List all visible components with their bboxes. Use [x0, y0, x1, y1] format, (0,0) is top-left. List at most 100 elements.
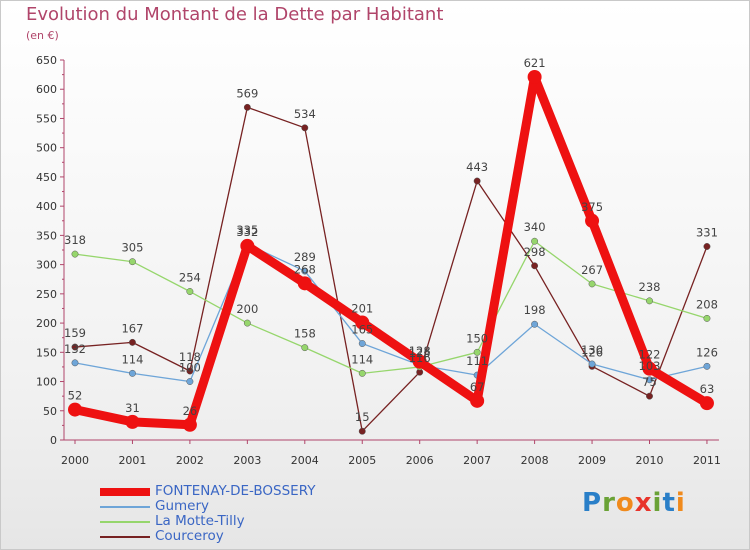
data-point — [186, 367, 194, 375]
data-point — [358, 340, 366, 347]
legend-label: Gumery — [155, 498, 210, 514]
x-tick-label: 2008 — [521, 454, 549, 467]
data-label: 165 — [351, 323, 373, 337]
x-tick-label: 2003 — [233, 454, 261, 467]
data-label: 111 — [466, 354, 488, 368]
legend-item: La Motte-Tilly — [100, 514, 400, 529]
data-label: 332 — [236, 225, 258, 239]
data-point — [182, 417, 197, 432]
data-label: 118 — [179, 350, 201, 364]
data-point — [646, 376, 653, 384]
data-label: 198 — [524, 303, 546, 317]
y-tick-label: 100 — [36, 376, 57, 389]
data-label: 289 — [294, 250, 316, 264]
data-label: 158 — [294, 327, 316, 341]
y-tick-label: 550 — [36, 112, 57, 125]
data-point — [71, 250, 79, 258]
data-point — [412, 354, 427, 369]
y-tick-label: 650 — [36, 54, 57, 67]
data-label: 114 — [121, 352, 143, 366]
data-label: 340 — [524, 220, 546, 234]
y-tick-label: 600 — [36, 83, 57, 96]
y-tick-label: 500 — [36, 142, 57, 155]
data-label: 305 — [121, 241, 143, 255]
data-label: 200 — [236, 302, 258, 316]
data-point — [68, 402, 82, 417]
data-label: 335 — [236, 223, 258, 237]
x-tick-label: 2009 — [578, 454, 606, 467]
data-label: 15 — [355, 410, 370, 424]
y-tick-label: 200 — [36, 317, 57, 330]
data-label: 103 — [639, 359, 661, 373]
legend-swatch — [100, 521, 150, 523]
data-point — [129, 258, 136, 266]
data-label: 75 — [642, 375, 657, 389]
data-label: 167 — [121, 321, 143, 335]
data-label: 268 — [294, 262, 316, 276]
data-label: 443 — [466, 160, 488, 174]
data-point — [531, 262, 539, 270]
data-label: 331 — [696, 225, 718, 239]
logo-letter: t — [662, 488, 676, 518]
data-label: 126 — [581, 345, 603, 359]
legend-label: FONTENAY-DE-BOSSERY — [155, 483, 316, 499]
data-label: 126 — [696, 345, 718, 359]
y-tick-label: 350 — [36, 229, 57, 242]
data-label: 201 — [351, 301, 373, 315]
data-label: 150 — [466, 331, 488, 345]
y-tick-label: 0 — [50, 434, 57, 447]
data-label: 375 — [581, 200, 603, 214]
data-label: 114 — [351, 352, 373, 366]
y-tick-label: 250 — [36, 288, 57, 301]
data-label: 267 — [581, 263, 603, 277]
data-point — [243, 319, 251, 327]
data-point — [358, 427, 366, 435]
data-point — [125, 414, 140, 429]
data-label: 130 — [581, 343, 603, 357]
chart-title: Evolution du Montant de la Dette par Hab… — [26, 4, 444, 25]
data-point — [129, 338, 136, 346]
logo-letter: r — [602, 488, 616, 518]
data-point — [703, 314, 711, 322]
data-label: 67 — [470, 380, 485, 394]
data-label: 31 — [125, 401, 140, 415]
data-label: 621 — [524, 56, 546, 70]
data-label: 122 — [639, 348, 661, 362]
data-point — [588, 280, 596, 288]
legend-label: La Motte-Tilly — [155, 513, 245, 529]
data-label: 52 — [68, 389, 83, 403]
legend-item: Gumery — [100, 499, 400, 514]
line-chart: 0 50 100 150 200 250 300 350 400 450 500 550 600 650 2… — [36, 54, 721, 467]
data-point — [646, 392, 653, 400]
legend-swatch — [100, 488, 150, 496]
data-label: 254 — [179, 271, 201, 285]
data-label: 238 — [639, 280, 661, 294]
logo-letter: i — [652, 488, 663, 518]
data-label: 534 — [294, 107, 316, 121]
data-point — [470, 393, 485, 408]
data-point — [699, 396, 714, 411]
data-point — [71, 359, 79, 367]
data-label: 159 — [64, 326, 86, 340]
y-tick-label: 150 — [36, 346, 57, 359]
data-point — [355, 315, 370, 330]
y-tick-label: 300 — [36, 259, 57, 272]
data-point — [358, 369, 366, 377]
data-point — [301, 344, 309, 352]
data-label: 132 — [64, 342, 86, 356]
series-line-2 — [74, 240, 708, 375]
data-point — [301, 124, 309, 132]
data-point — [646, 297, 653, 305]
data-point — [588, 360, 596, 368]
x-tick-label: 2000 — [61, 454, 89, 467]
logo-letter: i — [675, 488, 686, 518]
data-point — [703, 243, 711, 250]
x-tick-label: 2004 — [291, 454, 319, 467]
series-line-3 — [74, 106, 708, 432]
series-line-1 — [74, 243, 708, 383]
data-point — [71, 343, 79, 351]
data-point — [531, 320, 539, 328]
logo-letter: o — [615, 488, 635, 518]
data-label: 26 — [183, 404, 198, 418]
